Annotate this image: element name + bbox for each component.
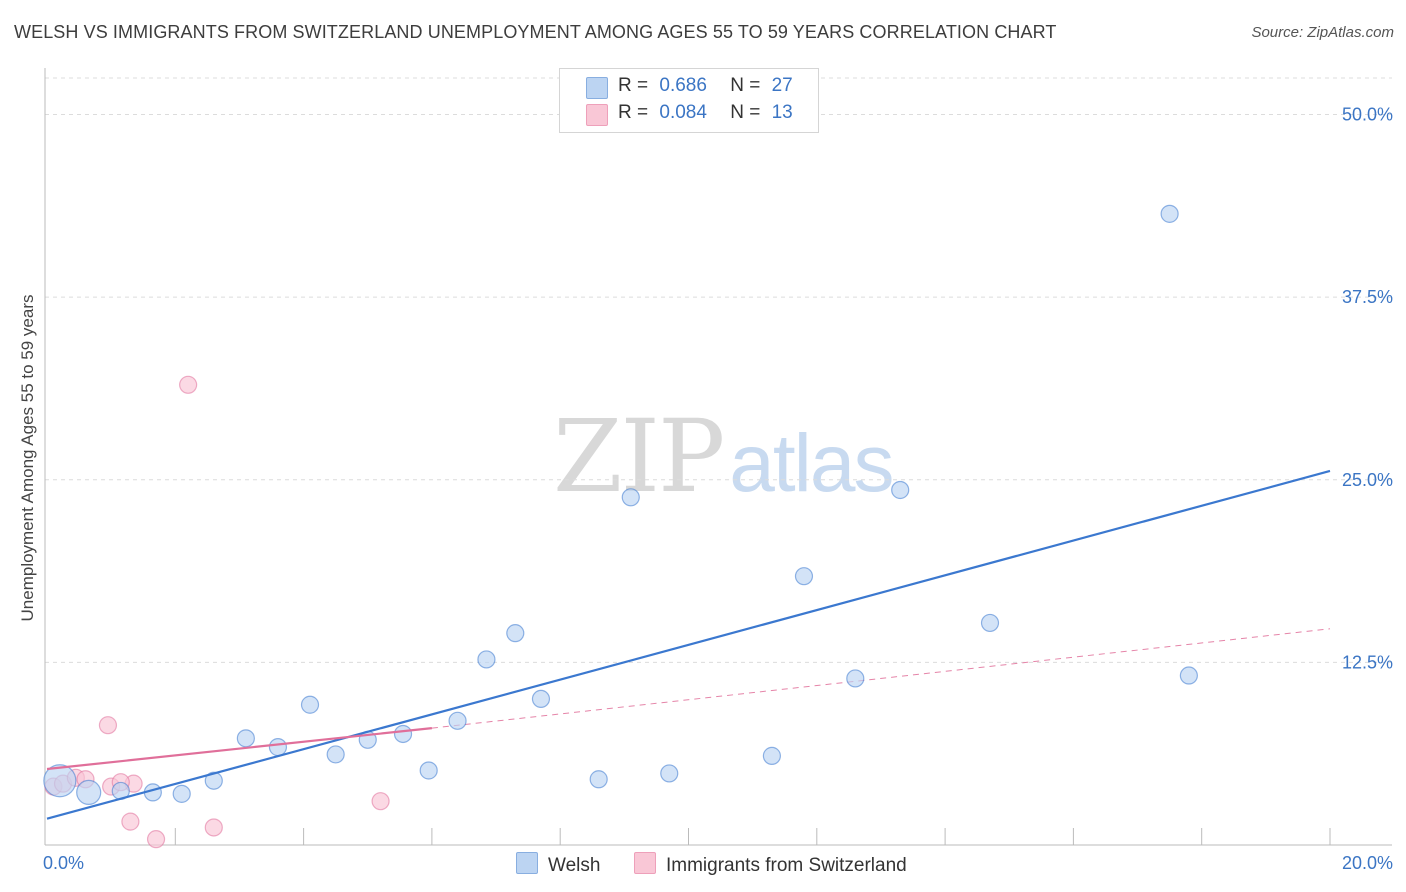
welsh-point (76, 779, 102, 806)
legend-n-value-welsh: 27 (771, 75, 793, 96)
swiss-point (204, 818, 223, 837)
welsh-point (204, 771, 223, 790)
legend-n-value-swiss: 13 (771, 102, 793, 123)
source-label: Source: ZipAtlas.com (1251, 24, 1394, 41)
bottom-legend-swatch-welsh (516, 852, 538, 874)
swiss-point (98, 716, 118, 735)
swiss-trend-extension (431, 628, 1331, 729)
legend-r-label: R = (618, 75, 649, 96)
legend-swatch-swiss (586, 104, 608, 126)
welsh-point (762, 746, 781, 765)
welsh-point (448, 711, 467, 730)
welsh-point (236, 729, 255, 748)
welsh-point (980, 613, 1000, 633)
welsh-point (268, 738, 288, 757)
welsh-trend-line (46, 469, 1331, 820)
bottom-legend-welsh: Welsh (516, 852, 600, 877)
swiss-point (146, 830, 166, 849)
swiss-trend-line (46, 727, 433, 771)
welsh-point (506, 624, 525, 643)
welsh-point (477, 650, 496, 669)
legend-r-label: R = (618, 102, 649, 123)
legend-r-value-swiss: 0.084 (659, 102, 707, 123)
welsh-point (43, 764, 77, 798)
bottom-legend-label-welsh: Welsh (548, 855, 601, 876)
legend-r-value-welsh: 0.686 (659, 75, 707, 96)
welsh-point (621, 488, 640, 507)
swiss-point (121, 812, 140, 831)
welsh-point (326, 745, 345, 764)
chart-title: WELSH VS IMMIGRANTS FROM SWITZERLAND UNE… (14, 22, 1057, 42)
y-tick-label: 12.5% (1342, 652, 1393, 672)
welsh-point (531, 689, 551, 709)
welsh-point (846, 669, 865, 688)
welsh-point (172, 784, 191, 803)
y-tick-label: 25.0% (1342, 470, 1393, 490)
swiss-point (179, 375, 198, 394)
bottom-legend-swiss: Immigrants from Switzerland (634, 852, 907, 877)
y-axis-title: Unemployment Among Ages 55 to 59 years (18, 294, 37, 622)
welsh-point (794, 567, 814, 586)
welsh-point (891, 480, 910, 500)
y-tick-label: 37.5% (1342, 287, 1393, 307)
x-tick-label: 0.0% (43, 853, 84, 873)
legend-n-label: N = (730, 75, 761, 96)
welsh-point (300, 695, 320, 714)
welsh-point (393, 724, 413, 744)
welsh-point (589, 770, 608, 789)
welsh-point (1160, 204, 1179, 223)
welsh-point (1179, 666, 1198, 685)
legend-n-label: N = (730, 102, 761, 123)
y-tick-label: 50.0% (1342, 105, 1393, 125)
welsh-point (419, 761, 438, 780)
welsh-point (660, 764, 679, 783)
swiss-point (371, 792, 390, 811)
bottom-legend-swatch-swiss (634, 852, 656, 874)
bottom-legend-label-swiss: Immigrants from Switzerland (666, 855, 907, 876)
correlation-legend: R = 0.686 N = 27 R = 0.084 N = 13 (559, 68, 819, 133)
watermark-atlas: atlas (729, 418, 894, 509)
x-tick-label: 20.0% (1342, 853, 1393, 873)
legend-swatch-welsh (586, 77, 608, 99)
